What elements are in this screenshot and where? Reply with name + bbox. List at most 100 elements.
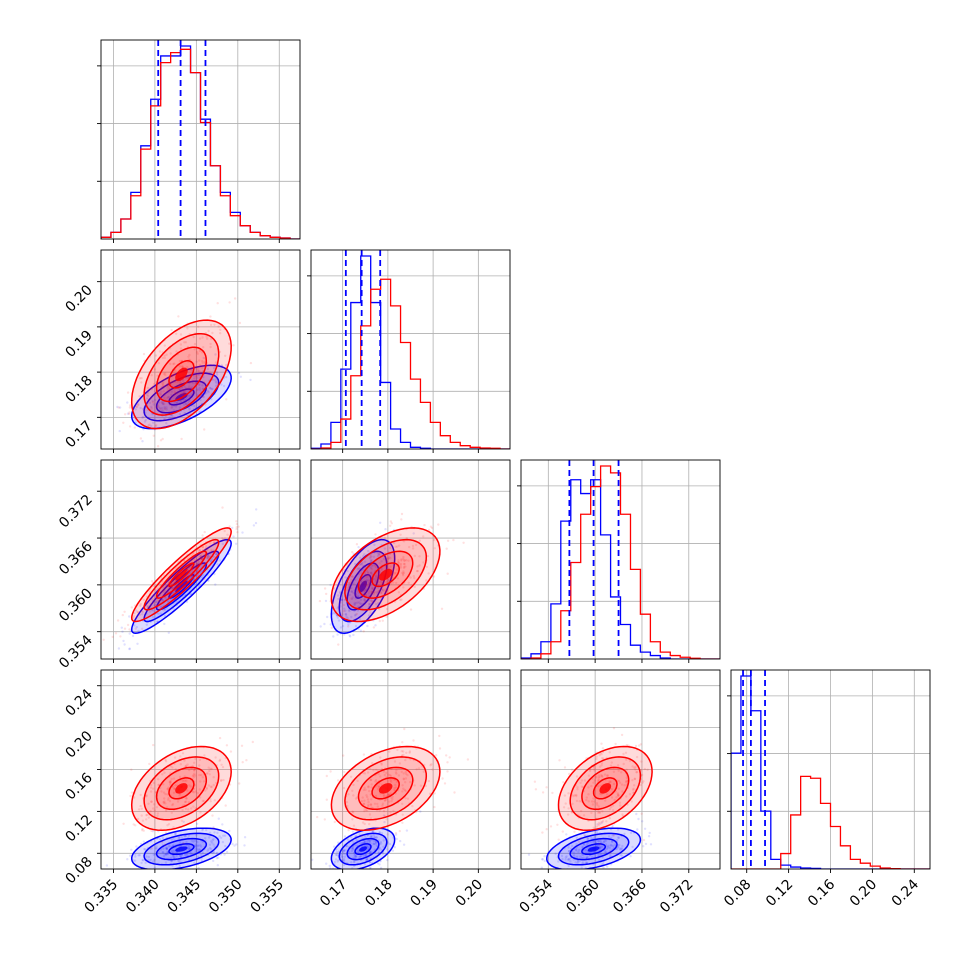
sample-point xyxy=(215,559,219,563)
sample-point xyxy=(399,598,402,602)
sample-point xyxy=(174,768,177,771)
sample-point xyxy=(346,564,349,567)
sample-point xyxy=(222,384,226,388)
sample-point xyxy=(395,772,398,775)
sample-point xyxy=(355,590,359,593)
sample-point xyxy=(152,610,155,613)
sample-point xyxy=(342,849,346,852)
sample-point xyxy=(211,387,214,391)
sample-point xyxy=(396,568,399,571)
sample-point xyxy=(132,615,136,618)
sample-point xyxy=(411,804,414,808)
sample-point xyxy=(601,810,604,813)
sample-point xyxy=(225,363,228,367)
sample-point xyxy=(363,598,366,602)
sample-point xyxy=(177,859,180,862)
density-core-blue xyxy=(587,846,600,852)
sample-point xyxy=(149,858,152,862)
sample-point xyxy=(169,856,173,860)
sample-point xyxy=(404,565,407,568)
sample-point xyxy=(390,796,393,799)
sample-point xyxy=(170,328,173,332)
sample-point xyxy=(167,786,170,789)
sample-point xyxy=(195,840,198,843)
sample-point xyxy=(205,392,208,395)
sample-point xyxy=(401,790,404,793)
sample-point xyxy=(372,587,375,590)
sample-point xyxy=(187,808,190,811)
sample-point xyxy=(179,855,182,858)
sample-point xyxy=(178,406,182,409)
sample-point xyxy=(163,870,165,872)
sample-point xyxy=(602,757,605,760)
sample-point xyxy=(382,558,386,561)
sample-point xyxy=(178,365,182,368)
sample-point xyxy=(565,833,568,836)
sample-point xyxy=(143,420,147,423)
sample-point xyxy=(140,861,143,865)
sample-point xyxy=(382,793,385,796)
sample-point xyxy=(596,823,599,826)
sample-point xyxy=(342,786,346,790)
sample-point xyxy=(147,606,150,609)
sample-point xyxy=(140,610,143,613)
sample-point xyxy=(211,851,214,855)
sample-point xyxy=(325,592,328,596)
sample-point xyxy=(197,844,200,848)
sample-point xyxy=(137,403,140,406)
sample-point xyxy=(155,423,158,427)
sample-point xyxy=(152,853,155,856)
sample-point xyxy=(235,520,238,523)
sample-point xyxy=(158,350,162,353)
sample-point xyxy=(162,588,166,592)
sample-point xyxy=(594,835,597,838)
sample-point xyxy=(201,828,204,832)
sample-point xyxy=(575,793,578,797)
sample-point xyxy=(378,619,381,623)
sample-point xyxy=(394,771,398,774)
sample-point xyxy=(380,560,383,563)
sample-point xyxy=(154,790,157,794)
sample-point xyxy=(345,844,349,848)
sample-point xyxy=(207,766,210,769)
sample-point xyxy=(351,550,354,554)
sample-point xyxy=(351,818,354,821)
sample-point xyxy=(368,584,371,587)
sample-point xyxy=(343,770,346,774)
sample-point xyxy=(184,341,188,344)
sample-point xyxy=(160,390,163,393)
sample-point xyxy=(221,537,224,540)
sample-point xyxy=(378,847,382,850)
sample-point xyxy=(379,756,382,759)
sample-point xyxy=(206,367,210,371)
sample-point xyxy=(370,835,374,838)
sample-point xyxy=(355,855,358,858)
sample-point xyxy=(162,801,165,804)
sample-point xyxy=(336,633,339,636)
sample-point xyxy=(377,851,380,855)
sample-point xyxy=(403,727,406,731)
sample-point xyxy=(201,776,204,779)
sample-point xyxy=(194,844,197,847)
sample-point xyxy=(217,363,221,366)
sample-point xyxy=(336,860,339,863)
sample-point xyxy=(359,556,362,559)
sample-point xyxy=(164,372,167,375)
sample-point xyxy=(563,794,567,797)
sample-point xyxy=(162,801,166,805)
sample-point xyxy=(148,423,151,426)
sample-point xyxy=(212,838,215,841)
sample-point xyxy=(418,564,421,567)
sample-point xyxy=(212,776,215,779)
sample-point xyxy=(382,770,386,773)
sample-point xyxy=(374,624,377,627)
sample-point xyxy=(354,855,357,858)
sample-point xyxy=(150,424,153,428)
sample-point xyxy=(191,381,195,385)
sample-point xyxy=(568,858,571,861)
sample-point xyxy=(150,405,153,409)
contour-line-red xyxy=(155,346,208,403)
sample-point xyxy=(592,826,595,829)
sample-point xyxy=(126,391,130,394)
sample-point xyxy=(600,753,603,756)
